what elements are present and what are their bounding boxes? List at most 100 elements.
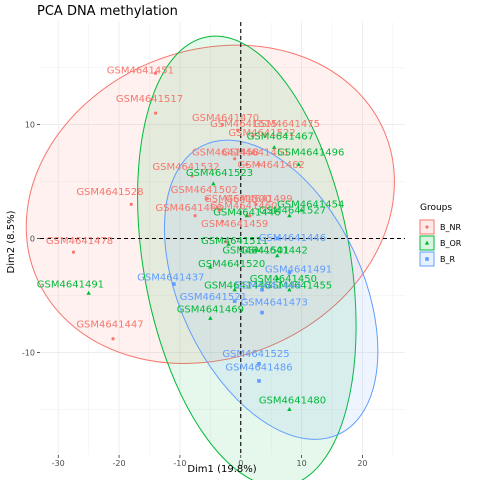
data-point [275,275,280,280]
data-point [260,287,264,292]
data-point [111,337,115,341]
point-label: GSM4641523 [186,168,253,179]
point-label: GSM4641437 [137,273,204,284]
data-point [153,111,158,115]
data-point [220,122,225,127]
data-point [263,134,267,138]
data-point [251,151,255,155]
data-point [226,241,231,246]
point-label: GSM4641442 [241,245,308,256]
point-label: GSM4641446 [259,233,326,244]
point-label: GSM4641511 [201,236,268,247]
data-point [153,71,158,75]
data-point [287,407,292,412]
zero-lines [40,22,405,455]
point-label: GSM4641459 [201,219,268,230]
point-label: GSM4641522 [228,128,295,139]
point-label: GSM4641501 [222,245,289,256]
point-label: GSM4641450 [250,274,317,285]
data-point [223,240,228,244]
axis-ticks: -30 -20 -10 0 10 20 -10 0 10 [22,121,368,468]
data-point [257,162,261,167]
legend-label: B_R [440,255,455,264]
point-label: GSM4641515 [210,119,277,130]
point-label: GSM4641475 [253,119,320,130]
point-label: GSM4641451 [107,65,174,76]
data-point [208,264,213,269]
point-label: GSM4641496 [277,147,344,158]
point-label: GSM4641466 [155,203,222,214]
data-point [287,270,292,275]
ellipse-b-nr [25,44,395,364]
legend-symbol-b-or [424,240,430,245]
data-point [71,250,76,254]
x-tick-label: -10 [173,459,186,468]
point-label: GSM4641470 [192,113,259,124]
point-label: GSM4641521 [180,292,247,303]
x-tick-label: -20 [113,459,126,468]
data-point [217,208,222,212]
data-point [272,144,277,149]
point-label: GSM4641454 [277,200,344,211]
chart-title: PCA DNA methylation [37,4,178,19]
data-point [193,214,197,218]
data-point [253,247,259,252]
point-label: GSM4641486 [225,363,292,374]
point-label: GSM4641443 [204,281,271,292]
point-label: GSM4641447 [76,319,143,330]
point-label: GSM4641462 [238,160,305,171]
point-label: GSM4641517 [116,94,183,105]
data-point [251,134,255,138]
point-label: GSM4641527 [259,205,326,216]
legend-symbol-b-r [425,257,429,261]
data-point [244,213,250,218]
data-point [236,128,240,132]
data-points [71,71,304,412]
data-point [260,310,264,315]
data-point [232,287,237,292]
x-tick-label: 10 [296,459,306,468]
point-label: GSM4641499 [225,194,292,205]
data-point [257,379,261,383]
data-point [86,290,91,295]
data-point [233,157,237,161]
point-label: GSM4641491 [265,265,332,276]
point-label: GSM4641525 [222,349,289,360]
legend-title: Groups [420,203,452,213]
data-point [299,207,304,212]
point-label: GSM4641528 [76,187,143,198]
point-label: GSM4641469 [177,305,244,316]
ellipse-b-or [137,35,357,480]
point-label: GSM4641444 [234,281,301,292]
legend: Groups B_NR B_OR B_R [419,203,462,267]
y-tick-label: -10 [22,348,35,357]
point-label: GSM4641455 [265,281,332,292]
data-point [275,236,280,241]
x-tick-label: -30 [52,459,65,468]
point-label: GSM4641446 [213,208,280,219]
y-axis-title: Dim2 (8.5%) [6,210,17,273]
data-point [287,213,292,218]
data-point [245,162,249,167]
x-axis-title: Dim1 (19.8%) [187,464,256,475]
legend-symbol-b-nr [425,225,429,229]
legend-label: B_NR [440,223,461,232]
data-point [287,287,292,292]
point-label: GSM4641473 [241,298,308,309]
confidence-ellipses [25,35,395,480]
data-point [129,202,133,206]
ellipse-b-r [163,139,379,440]
data-point [254,202,258,206]
x-tick-label: 20 [357,459,367,468]
y-tick-label: 10 [25,121,35,130]
point-labels: GSM4641451 GSM4641517 GSM4641470GSM4641515… [37,65,345,406]
x-tick-label: 0 [238,459,243,468]
legend-label: B_OR [440,239,462,248]
y-tick-label: 0 [30,235,35,244]
data-point [211,181,216,186]
data-point [172,282,176,286]
point-label: GSM4641467 [247,131,314,142]
point-label: GSM4641458 [192,147,259,158]
